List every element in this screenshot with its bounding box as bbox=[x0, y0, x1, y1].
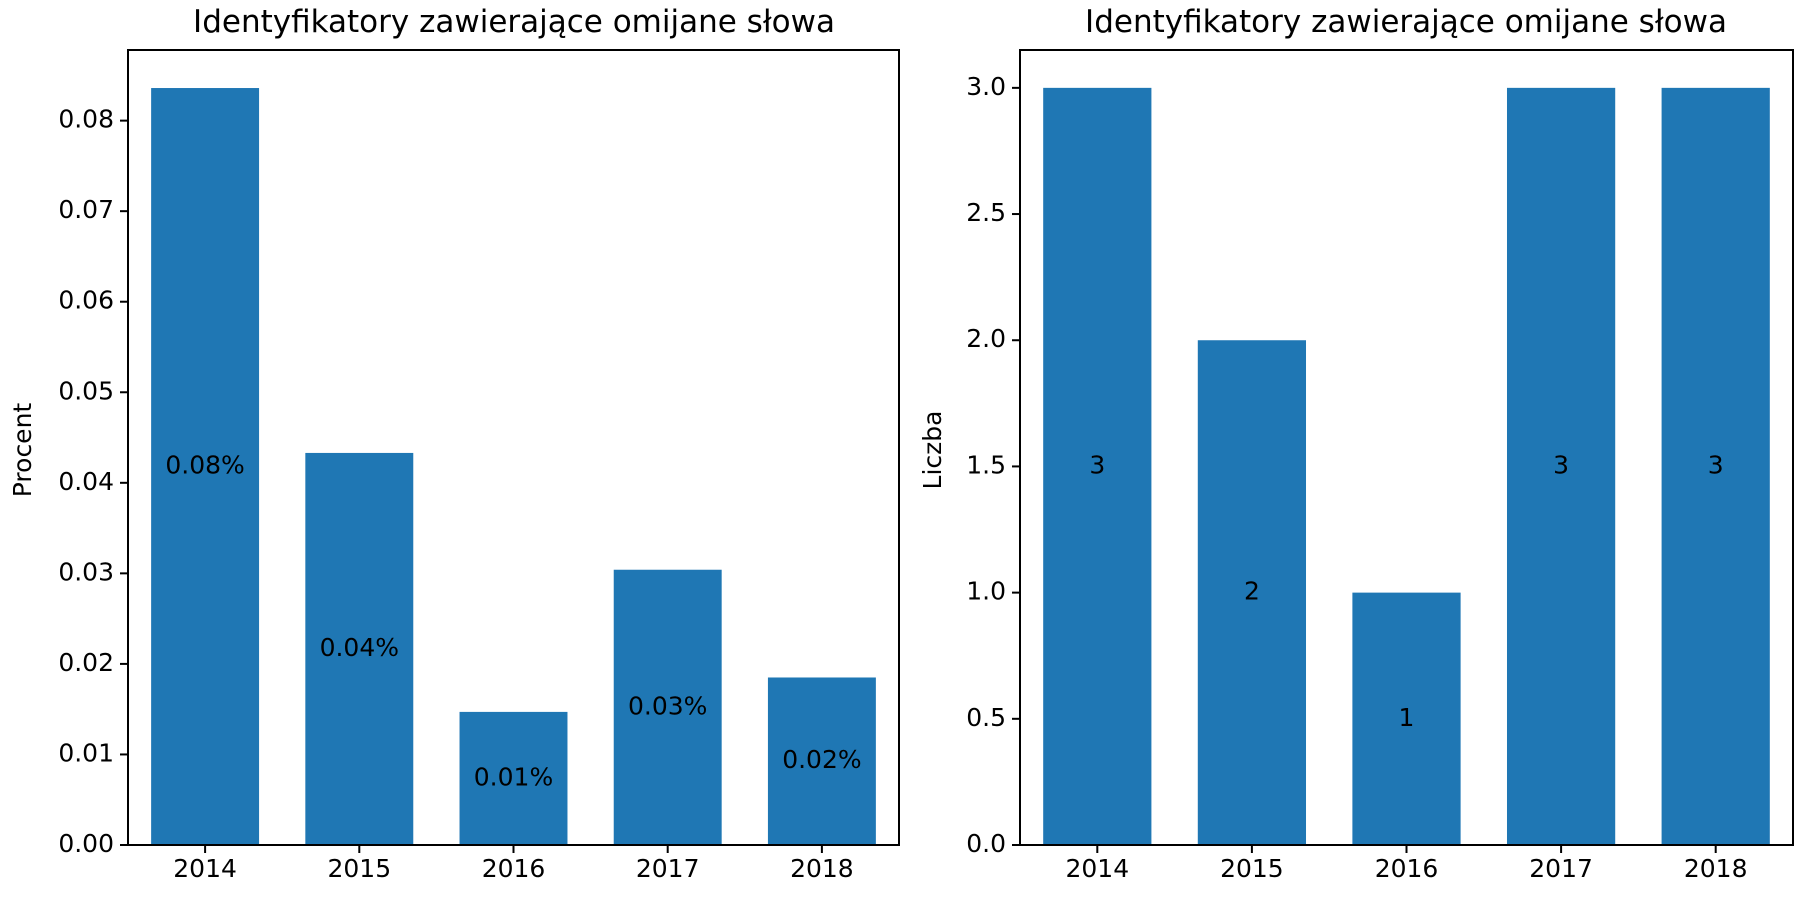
bar-2016 bbox=[459, 711, 568, 845]
bar-value-label: 3 bbox=[1553, 450, 1569, 479]
bar-2014 bbox=[151, 88, 260, 846]
bar-value-label: 0.03% bbox=[628, 691, 707, 720]
x-tick-label: 2018 bbox=[1684, 854, 1748, 883]
y-tick-label: 0.01 bbox=[58, 738, 114, 767]
x-tick-label: 2014 bbox=[1065, 854, 1129, 883]
chart-panel-count: Identyfikatory zawierające omijane słowa… bbox=[918, 4, 1794, 883]
y-tick-label: 3.0 bbox=[966, 72, 1006, 101]
bar-2017 bbox=[613, 569, 722, 845]
bar-value-label: 0.08% bbox=[165, 451, 244, 480]
y-tick-label: 1.0 bbox=[966, 577, 1006, 606]
chart-title: Identyfikatory zawierające omijane słowa bbox=[193, 4, 835, 40]
bar-value-label: 0.04% bbox=[320, 633, 399, 662]
x-tick-label: 2016 bbox=[482, 854, 546, 883]
x-tick-label: 2017 bbox=[636, 854, 700, 883]
y-axis-label: Procent bbox=[8, 403, 37, 498]
chart-title: Identyfikatory zawierające omijane słowa bbox=[1085, 4, 1727, 40]
x-tick-label: 2017 bbox=[1529, 854, 1593, 883]
x-tick-label: 2015 bbox=[1220, 854, 1284, 883]
bar-2018 bbox=[1661, 87, 1770, 846]
y-tick-label: 0.06 bbox=[58, 286, 114, 315]
bar-value-label: 1 bbox=[1399, 703, 1415, 732]
bars-group: 3 2 1 3 3 bbox=[1043, 87, 1770, 846]
y-tick-label: 0.07 bbox=[58, 195, 114, 224]
plot-frame bbox=[127, 49, 900, 846]
bar-2015 bbox=[1197, 340, 1307, 845]
y-tick-label: 0.08 bbox=[58, 105, 114, 134]
bar-2018 bbox=[767, 677, 876, 845]
bar-value-label: 2 bbox=[1244, 577, 1260, 606]
x-tick-label: 2018 bbox=[790, 854, 854, 883]
y-tick-label: 0.03 bbox=[58, 557, 114, 586]
bar-value-label: 3 bbox=[1708, 450, 1724, 479]
x-tick-label: 2015 bbox=[327, 854, 391, 883]
y-ticks-group: 0.0 0.5 1.0 1.5 2.0 2.5 3.0 bbox=[966, 72, 1020, 858]
bars-group: 0.08% 0.04% 0.01% 0.03% 0.02% bbox=[151, 88, 876, 846]
y-tick-label: 1.5 bbox=[966, 450, 1006, 479]
x-tick-label: 2016 bbox=[1375, 854, 1439, 883]
x-ticks-group: 2014 2015 2016 2017 2018 bbox=[173, 845, 854, 883]
bar-value-label: 3 bbox=[1089, 450, 1105, 479]
bar-2014 bbox=[1043, 87, 1152, 846]
bar-value-label: 0.01% bbox=[474, 762, 553, 791]
x-ticks-group: 2014 2015 2016 2017 2018 bbox=[1065, 845, 1748, 883]
y-axis-label: Liczba bbox=[918, 411, 947, 490]
y-tick-label: 0.00 bbox=[58, 829, 114, 858]
y-tick-label: 0.05 bbox=[58, 376, 114, 405]
chart-panel-percent: Identyfikatory zawierające omijane słowa… bbox=[8, 4, 900, 883]
y-tick-label: 0.04 bbox=[58, 467, 114, 496]
y-tick-label: 0.0 bbox=[966, 829, 1006, 858]
bar-2015 bbox=[305, 452, 414, 845]
y-ticks-group: 0.00 0.01 0.02 0.03 0.04 0.05 0.06 0.07 0.08 bbox=[58, 105, 128, 858]
bar-value-label: 0.02% bbox=[782, 745, 861, 774]
y-tick-label: 0.02 bbox=[58, 648, 114, 677]
x-tick-label: 2014 bbox=[173, 854, 237, 883]
y-tick-label: 0.5 bbox=[966, 703, 1006, 732]
bar-2017 bbox=[1506, 87, 1616, 846]
y-tick-label: 2.5 bbox=[966, 198, 1006, 227]
plot-frame bbox=[1019, 49, 1794, 846]
y-tick-label: 2.0 bbox=[966, 324, 1006, 353]
bar-2016 bbox=[1352, 592, 1461, 845]
